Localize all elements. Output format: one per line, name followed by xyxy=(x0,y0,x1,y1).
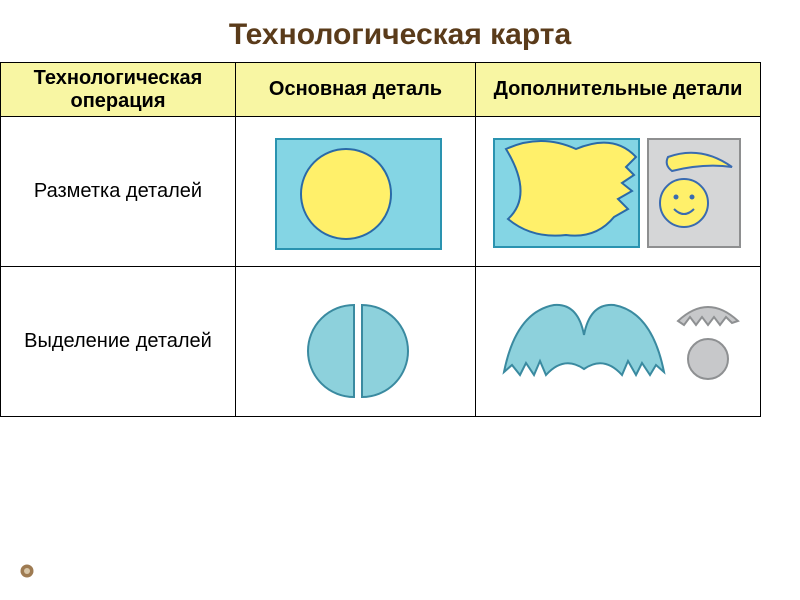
half-right xyxy=(362,305,408,397)
col-header-0: Технологическая операция xyxy=(1,63,236,117)
table-row: Выделение деталей xyxy=(1,267,761,417)
cell-main-2 xyxy=(236,267,476,417)
col-header-2: Дополнительные детали xyxy=(476,63,761,117)
marking-main-svg xyxy=(256,127,456,257)
row-label: Разметка деталей xyxy=(1,117,236,267)
page-title: Технологическая карта xyxy=(0,0,800,62)
cell-extra-1 xyxy=(476,117,761,267)
table-header-row: Технологическая операция Основная деталь… xyxy=(1,63,761,117)
half-left xyxy=(308,305,354,397)
row-label: Выделение деталей xyxy=(1,267,236,417)
cut-extra-svg xyxy=(486,277,751,407)
cell-main-1 xyxy=(236,117,476,267)
slide: Технологическая карта Технологическая оп… xyxy=(0,0,800,600)
tech-table: Технологическая операция Основная деталь… xyxy=(0,62,761,417)
table-row: Разметка деталей xyxy=(1,117,761,267)
cut-main-svg xyxy=(256,277,456,407)
col-header-1: Основная деталь xyxy=(236,63,476,117)
bullet-icon xyxy=(20,564,34,578)
marking-extra-svg xyxy=(486,127,751,257)
cell-extra-2 xyxy=(476,267,761,417)
